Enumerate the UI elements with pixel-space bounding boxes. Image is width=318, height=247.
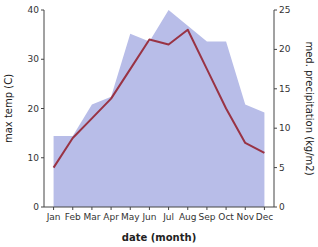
plot-area (54, 10, 265, 207)
x-tick (245, 207, 246, 210)
y2-tick-label: 0 (279, 202, 285, 212)
y-tick (41, 10, 44, 11)
y-tick-label: 20 (28, 104, 40, 114)
y2-tick (274, 10, 277, 11)
y2-tick-label: 15 (279, 84, 290, 94)
y2-axis-label: med. precipitation (kg/m2) (304, 41, 315, 175)
x-tick (53, 207, 54, 210)
x-tick-label: Aug (179, 212, 197, 222)
y-tick (41, 207, 44, 208)
x-tick-label: Feb (65, 212, 81, 222)
x-tick-label: Sep (198, 212, 215, 222)
y-tick-label: 10 (28, 153, 40, 163)
y2-tick-label: 25 (279, 5, 290, 15)
x-tick (72, 207, 73, 210)
x-tick-label: Nov (236, 212, 254, 222)
y-tick-label: 30 (28, 54, 40, 64)
x-tick-label: Mar (83, 212, 100, 222)
x-tick (168, 207, 169, 210)
y2-tick-label: 5 (279, 163, 285, 173)
x-tick (111, 207, 112, 210)
y-tick (41, 59, 44, 60)
y-tick-label: 40 (28, 5, 40, 15)
x-tick (91, 207, 92, 210)
x-tick-label: May (121, 212, 140, 222)
x-tick (187, 207, 188, 210)
precipitation-area (54, 10, 265, 207)
y2-tick (274, 128, 277, 129)
y-tick-label: 0 (33, 202, 39, 212)
y2-tick-label: 10 (279, 123, 291, 133)
x-tick-label: Jan (46, 212, 61, 222)
x-tick-label: Jul (162, 212, 174, 222)
y2-tick (274, 49, 277, 50)
x-tick-label: Apr (103, 212, 119, 222)
x-tick-label: Oct (218, 212, 234, 222)
x-tick (149, 207, 150, 210)
y-tick (41, 108, 44, 109)
y-tick (41, 157, 44, 158)
x-tick (264, 207, 265, 210)
x-tick (226, 207, 227, 210)
y-axis-label: max temp (C) (3, 74, 14, 143)
x-axis-line (44, 207, 274, 208)
chart: Jan FebMarAprMayJun Jul AugSepOctNovDec 0 10 2… (0, 0, 318, 247)
x-tick-label: Dec (256, 212, 273, 222)
y2-tick (274, 167, 277, 168)
y2-axis-line (274, 10, 275, 207)
y2-tick (274, 88, 277, 89)
y2-tick-label: 20 (279, 44, 291, 54)
x-tick-label: Jun (141, 212, 156, 222)
x-axis-label: date (month) (122, 232, 196, 243)
x-tick (130, 207, 131, 210)
temperature-line (54, 30, 265, 168)
y2-tick (274, 207, 277, 208)
x-tick (206, 207, 207, 210)
